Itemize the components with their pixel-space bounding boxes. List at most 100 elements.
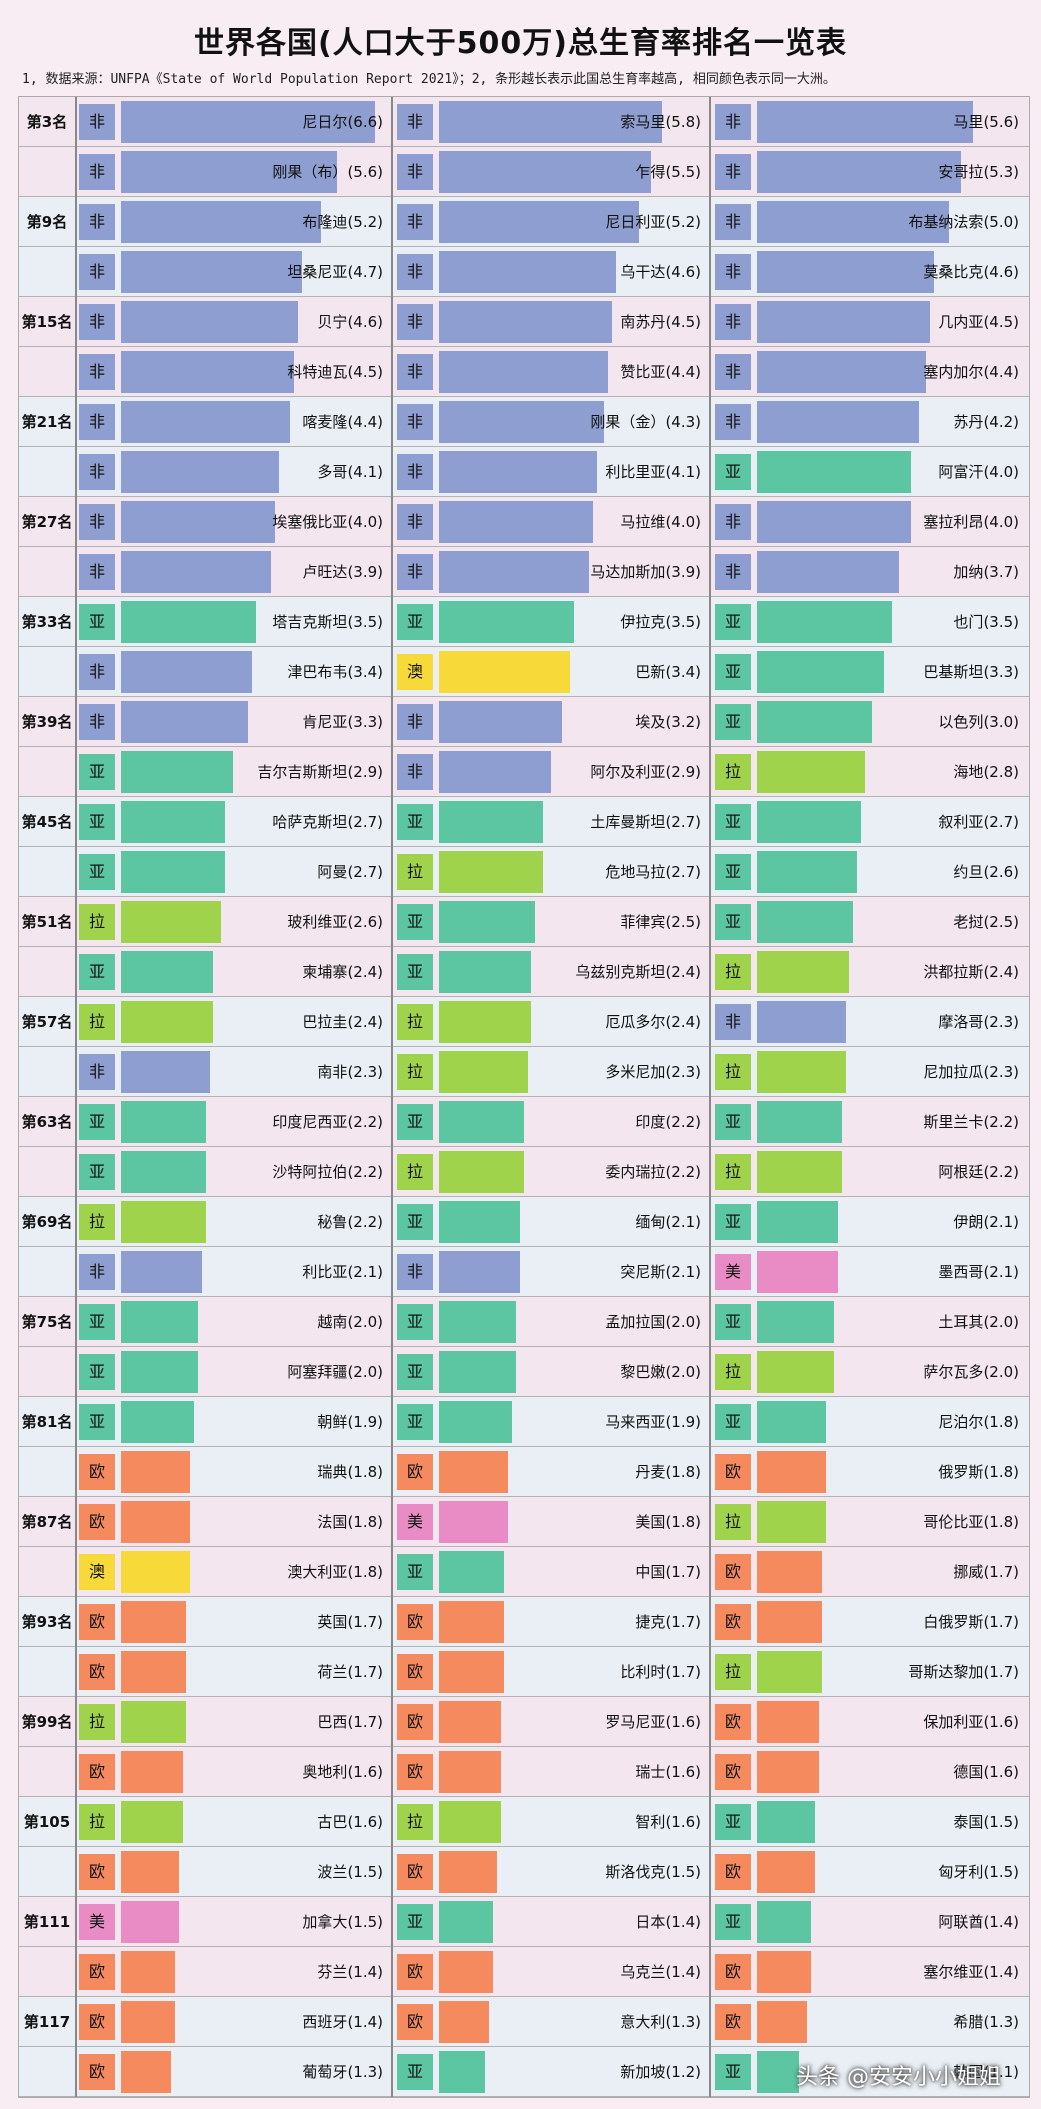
country-cell: 亚 以色列(3.0) [713, 697, 1025, 747]
fertility-value: (5.5) [665, 163, 701, 181]
fertility-value: (2.0) [665, 1313, 701, 1331]
fertility-bar [439, 1951, 493, 1993]
table-row: 欧奥地利(1.6) 欧瑞士(1.6) 欧德国(1.6) [19, 1747, 1029, 1797]
fertility-value: (2.7) [665, 813, 701, 831]
country-cell: 非 利比里亚(4.1) [395, 447, 707, 497]
country-cell: 拉 萨尔瓦多(2.0) [713, 1347, 1025, 1397]
country-cell: 欧 波兰(1.5) [77, 1847, 389, 1897]
rank-label: 第117名 [23, 2013, 71, 2081]
country-label: 保加利亚(1.6) [923, 1697, 1019, 1747]
country-label: 多米尼加(2.3) [605, 1047, 701, 1097]
fertility-bar [757, 401, 919, 443]
country-label: 阿塞拜疆(2.0) [287, 1347, 383, 1397]
continent-tag: 拉 [715, 754, 751, 790]
fertility-value: (2.1) [983, 1263, 1019, 1281]
fertility-bar [121, 1601, 186, 1643]
continent-tag: 拉 [397, 1004, 433, 1040]
country-name: 老挝 [953, 913, 984, 931]
continent-tag: 非 [715, 154, 751, 190]
country-name: 斯里兰卡 [923, 1113, 984, 1131]
country-name: 荷兰 [317, 1663, 348, 1681]
country-cell: 欧 丹麦(1.8) [395, 1447, 707, 1497]
fertility-value: (2.3) [347, 1063, 383, 1081]
fertility-bar [121, 801, 225, 843]
continent-tag: 拉 [79, 1804, 115, 1840]
fertility-bar [121, 1251, 202, 1293]
country-name: 土库曼斯坦 [590, 813, 666, 831]
country-cell: 亚 越南(2.0) [77, 1297, 389, 1347]
country-cell: 欧 保加利亚(1.6) [713, 1697, 1025, 1747]
fertility-bar [757, 501, 911, 543]
fertility-bar [121, 1051, 210, 1093]
fertility-value: (3.4) [347, 663, 383, 681]
fertility-bar [439, 351, 608, 393]
fertility-value: (1.8) [983, 1413, 1019, 1431]
country-label: 伊朗(2.1) [953, 1197, 1019, 1247]
country-cell: 非 利比亚(2.1) [77, 1247, 389, 1297]
continent-tag: 亚 [79, 1154, 115, 1190]
fertility-value: (2.2) [983, 1163, 1019, 1181]
fertility-bar [121, 151, 337, 193]
rank-label: 第27名 [21, 513, 73, 531]
continent-tag: 非 [79, 704, 115, 740]
fertility-value: (2.3) [983, 1063, 1019, 1081]
fertility-bar [121, 201, 321, 243]
continent-tag: 欧 [715, 2004, 751, 2040]
country-label: 罗马尼亚(1.6) [605, 1697, 701, 1747]
country-label: 朝鲜(1.9) [317, 1397, 383, 1447]
country-label: 柬埔寨(2.4) [302, 947, 383, 997]
continent-tag: 亚 [715, 804, 751, 840]
country-cell: 拉 海地(2.8) [713, 747, 1025, 797]
country-cell: 非 赞比亚(4.4) [395, 347, 707, 397]
country-name: 伊朗 [953, 1213, 984, 1231]
continent-tag: 澳 [397, 654, 433, 690]
fertility-bar [757, 851, 857, 893]
fertility-value: (4.1) [347, 463, 383, 481]
rank-label: 第87名 [21, 1513, 73, 1531]
continent-tag: 亚 [79, 854, 115, 890]
continent-tag: 亚 [79, 1354, 115, 1390]
country-label: 安哥拉(5.3) [938, 147, 1019, 197]
country-cell: 非 南非(2.3) [77, 1047, 389, 1097]
country-label: 英国(1.7) [317, 1597, 383, 1647]
country-label: 挪威(1.7) [953, 1547, 1019, 1597]
country-label: 智利(1.6) [635, 1797, 701, 1847]
fertility-bar [121, 501, 275, 543]
fertility-value: (2.4) [347, 1013, 383, 1031]
continent-tag: 拉 [79, 1004, 115, 1040]
country-cell: 非 阿尔及利亚(2.9) [395, 747, 707, 797]
country-cell: 欧 葡萄牙(1.3) [77, 2047, 389, 2097]
fertility-value: (3.4) [665, 663, 701, 681]
country-name: 马里 [953, 113, 984, 131]
fertility-value: (5.3) [983, 163, 1019, 181]
country-label: 印度(2.2) [635, 1097, 701, 1147]
continent-tag: 非 [397, 554, 433, 590]
fertility-value: (1.2) [665, 2063, 701, 2081]
country-label: 玻利维亚(2.6) [287, 897, 383, 947]
country-label: 乍得(5.5) [635, 147, 701, 197]
fertility-value: (2.2) [983, 1113, 1019, 1131]
fertility-value: (2.1) [665, 1213, 701, 1231]
fertility-value: (4.3) [665, 413, 701, 431]
country-name: 哥伦比亚 [923, 1513, 984, 1531]
rank-label: 第93名 [21, 1613, 73, 1631]
fertility-value: (1.7) [665, 1563, 701, 1581]
fertility-bar [757, 1501, 826, 1543]
table-row: 第99名拉巴西(1.7) 欧罗马尼亚(1.6) 欧保加利亚(1.6) [19, 1697, 1029, 1747]
fertility-bar [757, 1251, 838, 1293]
continent-tag: 非 [715, 404, 751, 440]
country-cell: 非 塞拉利昂(4.0) [713, 497, 1025, 547]
country-cell: 亚 也门(3.5) [713, 597, 1025, 647]
country-cell: 拉 委内瑞拉(2.2) [395, 1147, 707, 1197]
fertility-value: (2.7) [347, 863, 383, 881]
country-cell: 非 马达加斯加(3.9) [395, 547, 707, 597]
rank-label: 第111名 [23, 1913, 71, 1981]
continent-tag: 拉 [79, 1204, 115, 1240]
continent-tag: 拉 [397, 854, 433, 890]
continent-tag: 非 [79, 654, 115, 690]
country-name: 尼加拉瓜 [923, 1063, 984, 1081]
continent-tag: 拉 [715, 954, 751, 990]
fertility-bar [121, 1951, 175, 1993]
continent-tag: 亚 [715, 1204, 751, 1240]
fertility-value: (2.1) [983, 1213, 1019, 1231]
